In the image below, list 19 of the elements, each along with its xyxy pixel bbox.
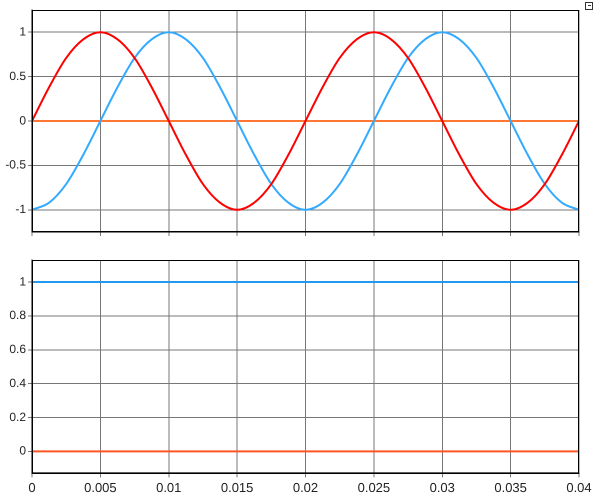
- y-tick-label: 0.8: [9, 308, 26, 322]
- y-tick-label: 0.5: [9, 68, 26, 83]
- y-tick-label: -1: [15, 202, 26, 216]
- y-tick-label: 0.2: [9, 410, 26, 424]
- x-tick-label: 0.025: [358, 480, 390, 495]
- x-tick-label: 0.015: [220, 480, 254, 495]
- x-tick-label: 0.005: [84, 480, 117, 495]
- x-tick-label: 0.02: [292, 480, 318, 495]
- y-tick-label: 1: [19, 24, 26, 39]
- y-tick-label: 0: [19, 444, 26, 458]
- y-tick-label: 1: [19, 274, 26, 288]
- y-tick-label: 0.6: [9, 342, 26, 356]
- x-tick-label: 0.04: [566, 480, 592, 495]
- y-tick-label: 0: [19, 113, 26, 128]
- y-tick-label: 0.4: [9, 376, 26, 390]
- x-tick-label: 0.035: [494, 480, 527, 495]
- x-tick-label: 0.01: [156, 480, 182, 495]
- x-tick-label: 0.03: [430, 480, 455, 495]
- y-tick-label: -0.5: [5, 158, 26, 172]
